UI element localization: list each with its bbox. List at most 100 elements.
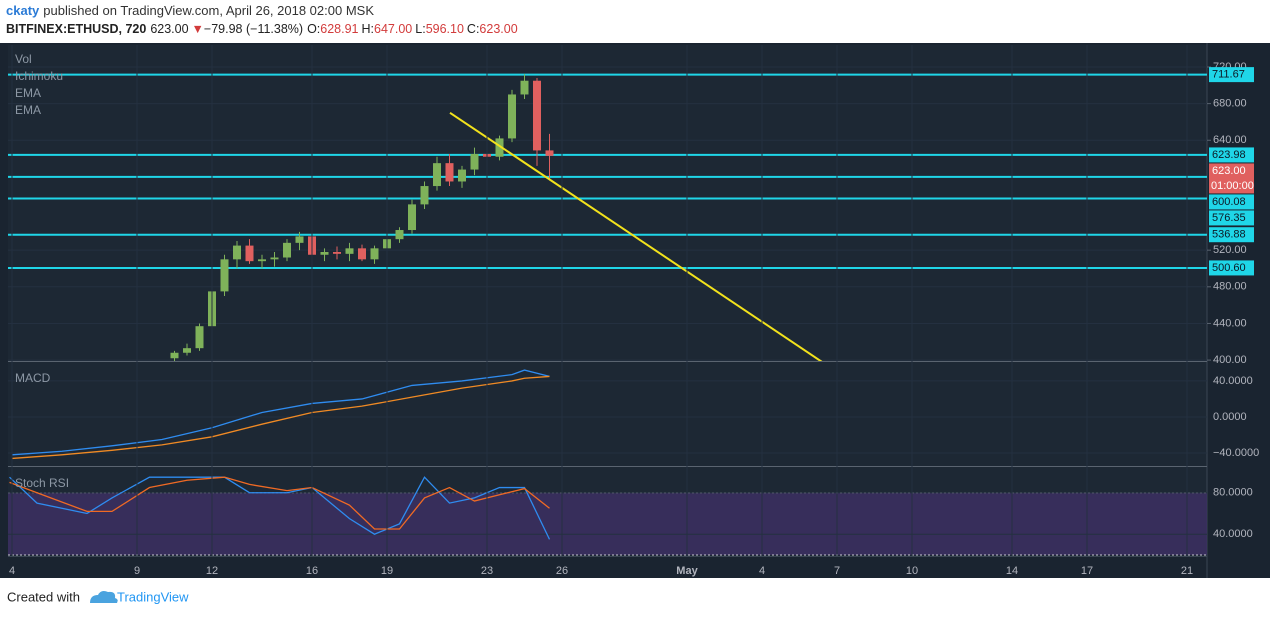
- candle-body: [183, 348, 191, 353]
- h-label: H:: [362, 22, 375, 36]
- y-tick-label: 440.00: [1213, 317, 1247, 329]
- candle-body: [395, 230, 404, 240]
- candle-body: [270, 257, 279, 260]
- y-tick-label: 520.00: [1213, 244, 1247, 256]
- candle-body: [358, 248, 366, 260]
- x-tick-label: May: [676, 565, 698, 577]
- price-label-bg: [1209, 163, 1254, 194]
- logo: [90, 591, 118, 603]
- stoch-band: [8, 492, 1207, 555]
- candle-body: [333, 252, 341, 254]
- x-tick-label: 17: [1081, 565, 1093, 577]
- indicator-label: EMA: [15, 103, 41, 117]
- x-tick-label: 7: [834, 565, 840, 577]
- x-tick-label: 14: [1006, 565, 1018, 577]
- pane-label: MACD: [15, 371, 51, 385]
- candle-body: [345, 248, 354, 254]
- header-line2: BITFINEX:ETHUSD, 720 623.00 ▼−79.98 (−11.3…: [6, 22, 518, 36]
- level-label-bg: [1209, 260, 1254, 276]
- close: 623.00: [479, 22, 517, 36]
- x-tick-label: 9: [134, 565, 140, 577]
- y-tick-label: 400.00: [1213, 354, 1247, 366]
- footer-brand[interactable]: TradingView: [117, 589, 189, 604]
- last: 623.00: [150, 22, 188, 36]
- candle-body: [220, 259, 229, 292]
- header-bg: [0, 0, 1270, 43]
- x-tick-label: 4: [9, 565, 15, 577]
- candle-body: [533, 80, 541, 151]
- x-tick-label: 16: [306, 565, 318, 577]
- footer-bg: [0, 578, 1270, 616]
- candle-body: [420, 186, 429, 205]
- y-tick-label: 640.00: [1213, 134, 1247, 146]
- x-tick-label: 21: [1181, 565, 1193, 577]
- candle-body: [320, 252, 329, 255]
- level-label: 500.60: [1212, 262, 1246, 274]
- x-tick-label: 10: [906, 565, 918, 577]
- level-label: 576.35: [1212, 212, 1246, 224]
- candle-body: [295, 236, 304, 243]
- published: published on TradingView.com, April 26, …: [43, 3, 374, 18]
- y-tick-label: 680.00: [1213, 98, 1247, 110]
- candle-body: [445, 163, 454, 182]
- x-tick-label: 26: [556, 565, 568, 577]
- candle-body: [245, 245, 254, 262]
- candle-body: [370, 248, 379, 260]
- candle-body: [433, 163, 441, 187]
- y-tick-label: 40.0000: [1213, 528, 1253, 540]
- author[interactable]: ckaty: [6, 3, 40, 18]
- level-label-bg: [1209, 147, 1254, 163]
- y-tick-label: −40.0000: [1213, 447, 1259, 459]
- level-label: 536.88: [1212, 229, 1246, 241]
- candle-body: [233, 245, 241, 260]
- candle-body: [470, 153, 479, 170]
- level-label-bg: [1209, 67, 1254, 83]
- candle-body: [170, 352, 179, 359]
- countdown: 01:00:00: [1211, 180, 1254, 192]
- y-tick-label: 80.0000: [1213, 487, 1253, 499]
- candle-body: [195, 326, 204, 349]
- level-label: 711.67: [1212, 69, 1245, 81]
- candle-body: [408, 204, 416, 231]
- indicator-label: Vol: [15, 52, 32, 66]
- plot-bg: [8, 45, 1207, 556]
- indicator-label: Ichimoku: [15, 69, 63, 83]
- axes: 4 9 12 16 19 23 26 May 4 7 10 14 17 21720.00680.00640…: [9, 45, 1259, 577]
- c-label: C:: [467, 22, 480, 36]
- y-tick-label: 40.0000: [1213, 375, 1253, 387]
- high: 647.00: [374, 22, 412, 36]
- footer-text: Created with: [7, 589, 80, 604]
- main-pane: [8, 66, 1207, 361]
- price-label: 623.00: [1212, 165, 1246, 177]
- candle-body: [495, 138, 504, 157]
- x-tick-label: 4: [759, 565, 765, 577]
- level-label: 600.08: [1212, 196, 1246, 208]
- o-label: O:: [307, 22, 320, 36]
- low: 596.10: [426, 22, 464, 36]
- level-label-bg: [1209, 227, 1254, 243]
- candle-body: [458, 169, 466, 182]
- pane-label: Stoch RSI: [15, 476, 69, 490]
- candle-body: [545, 150, 554, 156]
- candle-body: [508, 94, 516, 139]
- arrow: ▼: [192, 22, 204, 36]
- candle-body: [283, 242, 291, 258]
- l-label: L:: [415, 22, 425, 36]
- header-line1: ckaty published on TradingView.com, April…: [6, 3, 374, 18]
- change: −79.98 (−11.38%): [204, 22, 303, 36]
- candle-body: [520, 80, 529, 95]
- level-label: 623.98: [1212, 149, 1246, 161]
- symbol: BITFINEX:ETHUSD, 720: [6, 22, 146, 36]
- x-tick-label: 12: [206, 565, 218, 577]
- level-label-bg: [1209, 194, 1254, 210]
- candle-body: [258, 259, 266, 262]
- stoch-pane: [8, 476, 1207, 556]
- trendline: [449, 111, 823, 361]
- x-tick-label: 19: [381, 565, 393, 577]
- x-tick-label: 23: [481, 565, 493, 577]
- level-label-bg: [1209, 210, 1254, 226]
- y-tick-label: 0.0000: [1213, 411, 1247, 423]
- open: 628.91: [320, 22, 358, 36]
- indicator-label: EMA: [15, 86, 41, 100]
